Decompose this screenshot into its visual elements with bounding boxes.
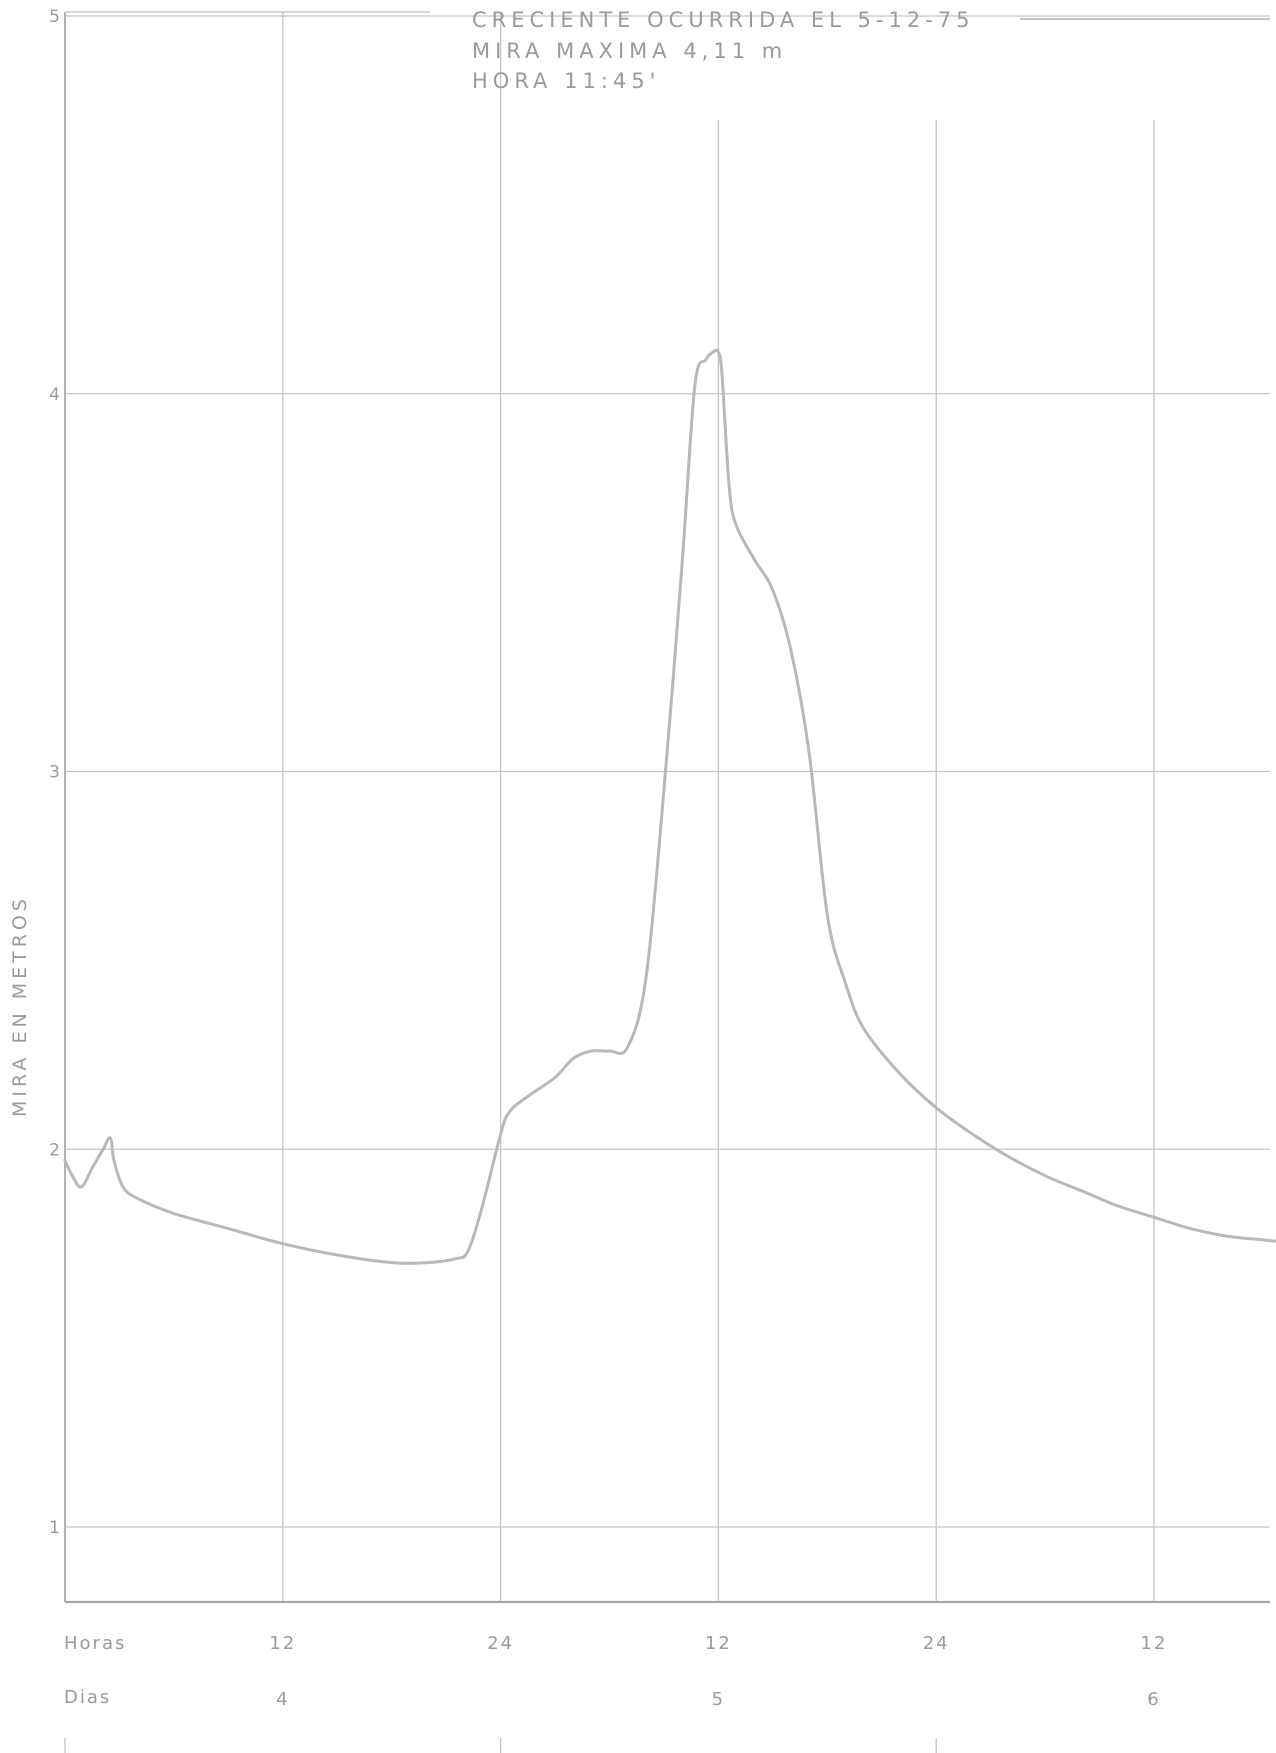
x-tick-label-3: 24 xyxy=(923,1633,950,1654)
grid xyxy=(64,12,1270,1753)
x-tick-label-1: 24 xyxy=(487,1633,514,1654)
y-tick-label-1: 1 xyxy=(49,1518,60,1538)
x-tick-label-4: 12 xyxy=(1141,1633,1168,1654)
y-tick-label-4: 4 xyxy=(49,385,60,405)
day-label-6: 6 xyxy=(1147,1689,1160,1710)
day-label-5: 5 xyxy=(712,1689,725,1710)
axes xyxy=(64,11,1270,1604)
y-tick-label-3: 3 xyxy=(49,763,60,783)
day-label-4: 4 xyxy=(276,1689,289,1710)
y-axis-label: MIRA EN METROS xyxy=(9,895,31,1117)
y-tick-label-2: 2 xyxy=(49,1140,60,1160)
y-tick-label-5: 5 xyxy=(49,7,60,27)
chart-subtitle: MIRA MAXIMA 4,11 m xyxy=(472,39,787,63)
x-tick-labels: 122412241224 xyxy=(269,1633,1168,1654)
x-tick-label-0: 12 xyxy=(269,1633,296,1654)
peak-time-annotation: HORA 11:45' xyxy=(472,69,660,93)
chart-title: CRECIENTE OCURRIDA EL 5-12-75 xyxy=(472,8,975,32)
y-tick-labels: 1 2 3 4 5 xyxy=(49,7,60,1538)
day-row-label: Dias xyxy=(64,1687,111,1708)
day-labels: 4 5 6 xyxy=(276,1689,1160,1710)
x-tick-label-2: 12 xyxy=(705,1633,732,1654)
stage-series-line xyxy=(63,348,1276,1265)
x-row-label: Horas xyxy=(64,1633,126,1654)
